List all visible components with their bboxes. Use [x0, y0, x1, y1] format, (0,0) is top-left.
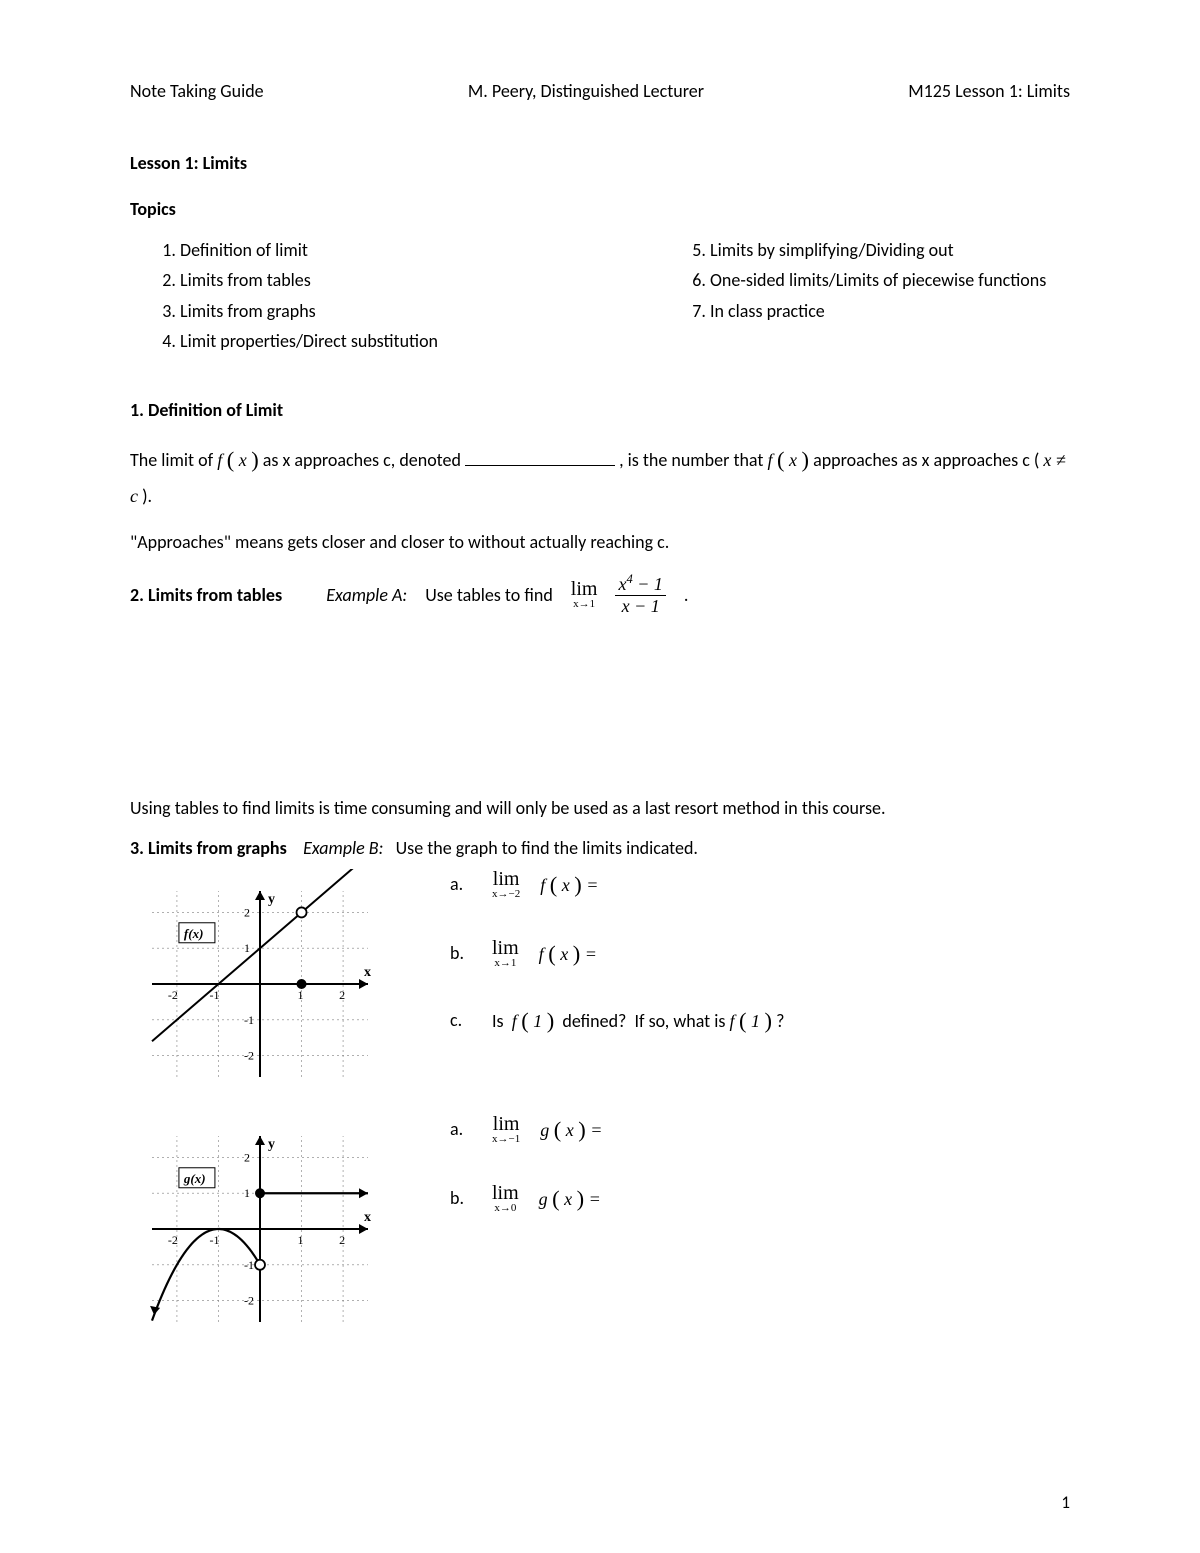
- text-fragment: , is the number that: [619, 449, 767, 471]
- svg-text:2: 2: [244, 905, 250, 919]
- section1-heading: 1. Definition of Limit: [130, 399, 1070, 421]
- svg-text:2: 2: [339, 988, 345, 1002]
- svg-text:y: y: [268, 1137, 275, 1152]
- period: .: [684, 584, 689, 606]
- q-text: Is f ( 1 ) defined? If so, what is f ( 1…: [492, 1007, 784, 1033]
- question-row: b. lim x→0 g ( x ) =: [450, 1183, 1070, 1214]
- questions-g: a. lim x→−1 g ( x ) = b. lim x→0 g ( x )…: [450, 1114, 1070, 1349]
- svg-text:2: 2: [339, 1233, 345, 1247]
- q-letter: a.: [450, 1118, 472, 1140]
- svg-text:-2: -2: [244, 1293, 254, 1307]
- graph-g-section: -2 -2 -1 -1 1 1 2 2 x y g(x) a. lim x→−1 g ( x ) =…: [130, 1114, 1070, 1349]
- topics-col-right: Limits by simplifying/Dividing out One-s…: [660, 238, 1070, 359]
- graph-f-svg: -2-2-1-11122xyf(x): [130, 869, 390, 1099]
- section2-row: 2. Limits from tables Example A: Use tab…: [130, 572, 1070, 616]
- question-row: c. Is f ( 1 ) defined? If so, what is f …: [450, 1007, 1070, 1033]
- svg-text:1: 1: [244, 941, 250, 955]
- q-letter: c.: [450, 1009, 472, 1031]
- svg-text:-2: -2: [168, 988, 178, 1002]
- questions-f: a. lim x→−2 f ( x ) = b. lim x→1 f ( x )…: [450, 869, 1070, 1104]
- svg-text:1: 1: [298, 1233, 304, 1247]
- svg-text:1: 1: [244, 1186, 250, 1200]
- page-header: Note Taking Guide M. Peery, Distinguishe…: [130, 80, 1070, 102]
- header-right: M125 Lesson 1: Limits: [908, 80, 1070, 102]
- graph-g: -2 -2 -1 -1 1 1 2 2 x y g(x): [130, 1114, 390, 1349]
- page-number: 1: [1061, 1492, 1070, 1513]
- text-fragment: approaches as x approaches c (: [813, 449, 1043, 471]
- header-center: M. Peery, Distinguished Lecturer: [468, 80, 704, 102]
- svg-text:x: x: [364, 1210, 371, 1225]
- limit-expression: lim x→−1: [492, 1114, 520, 1145]
- q-letter: b.: [450, 1187, 472, 1209]
- section3-heading: 3. Limits from graphs: [130, 837, 287, 859]
- topics-col-left: Definition of limit Limits from tables L…: [130, 238, 540, 359]
- text-fragment: as x approaches c, denoted: [263, 449, 465, 471]
- header-left: Note Taking Guide: [130, 80, 264, 102]
- topic-item: Limits by simplifying/Dividing out: [710, 238, 1070, 262]
- topic-item: Limits from graphs: [180, 299, 540, 323]
- fraction: x4 − 1 x − 1: [615, 572, 665, 616]
- text-fragment: The limit of: [130, 449, 217, 471]
- graph-f: -2-2-1-11122xyf(x): [130, 869, 390, 1104]
- question-row: a. lim x→−2 f ( x ) =: [450, 869, 1070, 900]
- svg-text:x: x: [364, 965, 371, 980]
- question-row: b. lim x→1 f ( x ) =: [450, 938, 1070, 969]
- svg-text:2: 2: [244, 1150, 250, 1164]
- lesson-title: Lesson 1: Limits: [130, 152, 1070, 174]
- definition-text: The limit of f ( x ) as x approaches c, …: [130, 439, 1070, 512]
- svg-text:g(x): g(x): [183, 1171, 206, 1186]
- math-fx: f ( x ): [767, 450, 809, 470]
- example-a-label: Example A:: [326, 584, 407, 606]
- svg-text:-2: -2: [168, 1233, 178, 1247]
- graph-g-svg: -2 -2 -1 -1 1 1 2 2 x y g(x): [130, 1114, 390, 1344]
- example-a-text: Use tables to find: [425, 584, 553, 606]
- q-letter: a.: [450, 873, 472, 895]
- math-expr: g ( x ) =: [540, 1116, 602, 1142]
- svg-text:-1: -1: [209, 1233, 219, 1247]
- approaches-text: "Approaches" means gets closer and close…: [130, 526, 1070, 558]
- limit-expression: lim x→−2: [492, 869, 520, 900]
- page: Note Taking Guide M. Peery, Distinguishe…: [0, 0, 1200, 1553]
- q-letter: b.: [450, 942, 472, 964]
- topics-columns: Definition of limit Limits from tables L…: [130, 238, 1070, 359]
- question-row: a. lim x→−1 g ( x ) =: [450, 1114, 1070, 1145]
- svg-text:-2: -2: [244, 1048, 254, 1062]
- math-expr: f ( x ) =: [539, 940, 597, 966]
- math-fx: f ( x ): [217, 450, 259, 470]
- svg-text:y: y: [268, 892, 275, 907]
- topic-item: Definition of limit: [180, 238, 540, 262]
- example-b-label: Example B:: [303, 837, 383, 859]
- section3-row: 3. Limits from graphs Example B: Use the…: [130, 837, 1070, 859]
- limit-expression: lim x→0: [492, 1183, 519, 1214]
- graph-f-section: -2-2-1-11122xyf(x) a. lim x→−2 f ( x ) =…: [130, 869, 1070, 1104]
- resort-text: Using tables to find limits is time cons…: [130, 797, 1070, 819]
- svg-text:-1: -1: [244, 1013, 254, 1027]
- svg-text:f(x): f(x): [184, 926, 204, 941]
- fill-in-blank: [465, 465, 615, 466]
- math-expr: g ( x ) =: [539, 1185, 601, 1211]
- topic-item: Limit properties/Direct substitution: [180, 329, 540, 353]
- svg-text:-1: -1: [244, 1258, 254, 1272]
- limit-expression: lim x→1: [571, 579, 598, 610]
- limit-expression: lim x→1: [492, 938, 519, 969]
- topic-item: Limits from tables: [180, 268, 540, 292]
- topics-heading: Topics: [130, 198, 1070, 220]
- section2-heading: 2. Limits from tables: [130, 584, 282, 606]
- text-fragment: ).: [142, 485, 152, 507]
- svg-text:1: 1: [298, 988, 304, 1002]
- topic-item: In class practice: [710, 299, 1070, 323]
- topic-item: One-sided limits/Limits of piecewise fun…: [710, 268, 1070, 292]
- math-expr: f ( x ) =: [540, 871, 598, 897]
- example-b-text: Use the graph to find the limits indicat…: [396, 837, 698, 859]
